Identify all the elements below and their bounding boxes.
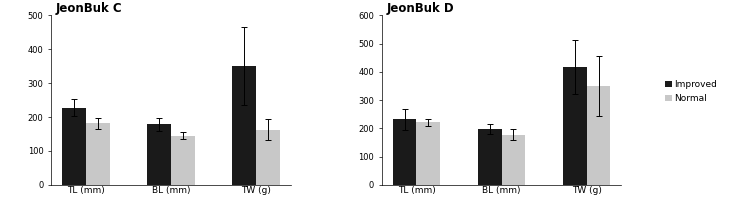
Bar [587,86,610,185]
Bar [256,130,280,185]
Bar [501,135,526,185]
Bar [171,136,194,185]
Bar [232,66,256,185]
Legend: Improved, Normal: Improved, Normal [664,80,717,103]
Text: JeonBuk D: JeonBuk D [387,2,454,15]
Bar [393,119,417,185]
Text: JeonBuk C: JeonBuk C [56,2,123,15]
Bar [478,129,501,185]
Bar [86,123,110,185]
Bar [147,125,171,185]
Bar [62,108,86,185]
Bar [563,67,587,185]
Bar [417,122,440,185]
